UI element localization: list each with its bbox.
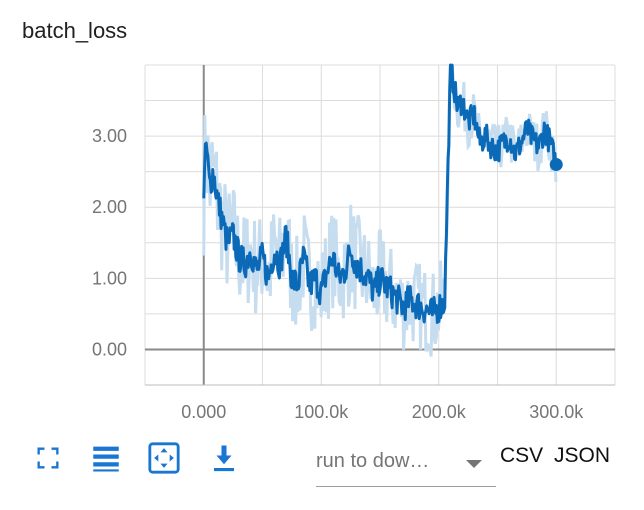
raw-loss-line [202,64,558,357]
list-icon[interactable] [86,438,126,478]
y-tick-label: 0.00 [92,339,127,359]
fit-domain-icon[interactable] [144,438,184,478]
loss-chart[interactable]: 0.00 1.00 2.00 3.00 0.000 100.0k 200.0k 300.0k [0,0,644,430]
tick-labels: 0.00 1.00 2.00 3.00 0.000 100.0k 200.0k 300.0k [92,126,584,422]
x-tick-label: 0.000 [181,402,226,422]
download-json-link[interactable]: JSON [554,444,611,467]
y-tick-label: 2.00 [92,197,127,217]
download-csv-link[interactable]: CSV [500,444,544,467]
x-tick-label: 200.0k [412,402,467,422]
chart-toolbar [0,430,644,490]
run-select-value: run to dow… [316,450,430,472]
fullscreen-icon[interactable] [28,438,68,478]
last-point-marker [549,158,563,172]
y-tick-label: 3.00 [92,126,127,146]
loss-line [202,63,558,324]
download-icon[interactable] [204,438,244,478]
y-tick-label: 1.00 [92,268,127,288]
grid-lines [144,64,616,386]
run-select-dropdown[interactable]: run to dow… [316,446,496,487]
chevron-down-icon [466,460,482,468]
x-tick-label: 100.0k [294,402,349,422]
raw-loss-band [202,64,558,357]
smoothed-loss-line [202,63,563,324]
chart-title: batch_loss [22,18,128,43]
x-tick-label: 300.0k [529,402,584,422]
